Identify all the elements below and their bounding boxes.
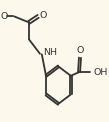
Text: OH: OH [94,68,108,77]
Text: O: O [76,46,84,55]
Text: O: O [40,11,47,20]
Text: O: O [1,12,8,21]
Text: NH: NH [43,48,57,57]
